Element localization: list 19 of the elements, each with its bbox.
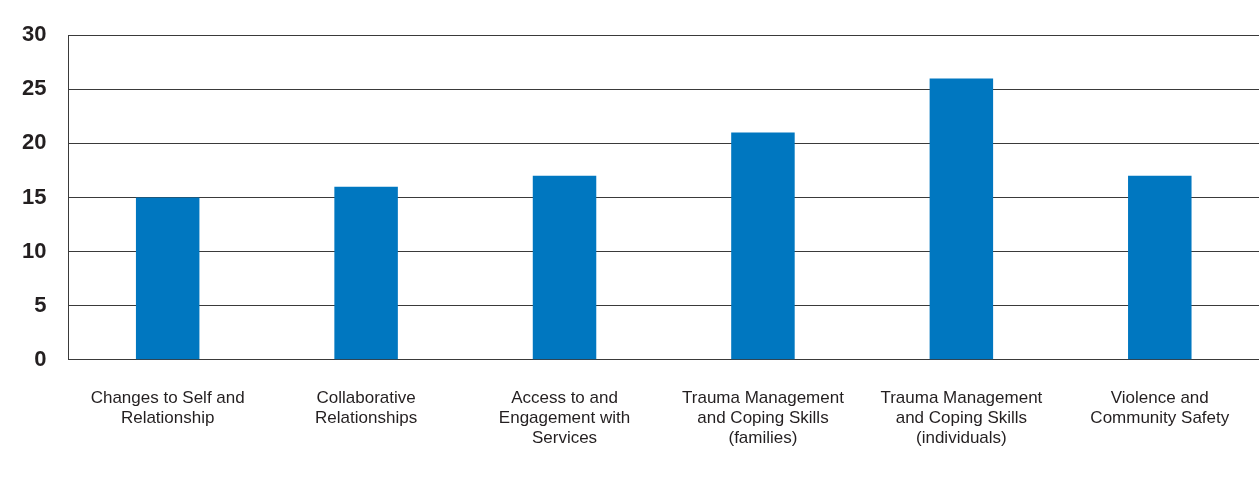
x-tick-label: Violence and Community Safety bbox=[1090, 387, 1230, 428]
x-tick-label: Trauma Management and Coping Skills (individuals) bbox=[880, 387, 1043, 448]
y-tick-label: 15 bbox=[21, 183, 47, 209]
y-tick-label: 10 bbox=[21, 237, 47, 263]
bar bbox=[1128, 175, 1192, 360]
y-tick-label: 20 bbox=[21, 129, 47, 155]
x-tick-label: Access to and Engagement with Services bbox=[498, 387, 631, 448]
y-tick-label: 0 bbox=[34, 345, 47, 371]
x-tick-label: Trauma Management and Coping Skills (families) bbox=[682, 387, 845, 448]
bar bbox=[731, 132, 795, 360]
y-tick-label: 25 bbox=[21, 75, 47, 101]
x-tick-label: Changes to Self and Relationship bbox=[90, 387, 245, 428]
bar bbox=[929, 78, 994, 360]
y-tick-label: 5 bbox=[34, 291, 47, 317]
bar bbox=[532, 175, 597, 360]
bar bbox=[334, 186, 398, 360]
bar bbox=[135, 197, 200, 360]
x-tick-label: Collaborative Relationships bbox=[315, 387, 418, 428]
y-tick-label: 30 bbox=[21, 21, 47, 47]
